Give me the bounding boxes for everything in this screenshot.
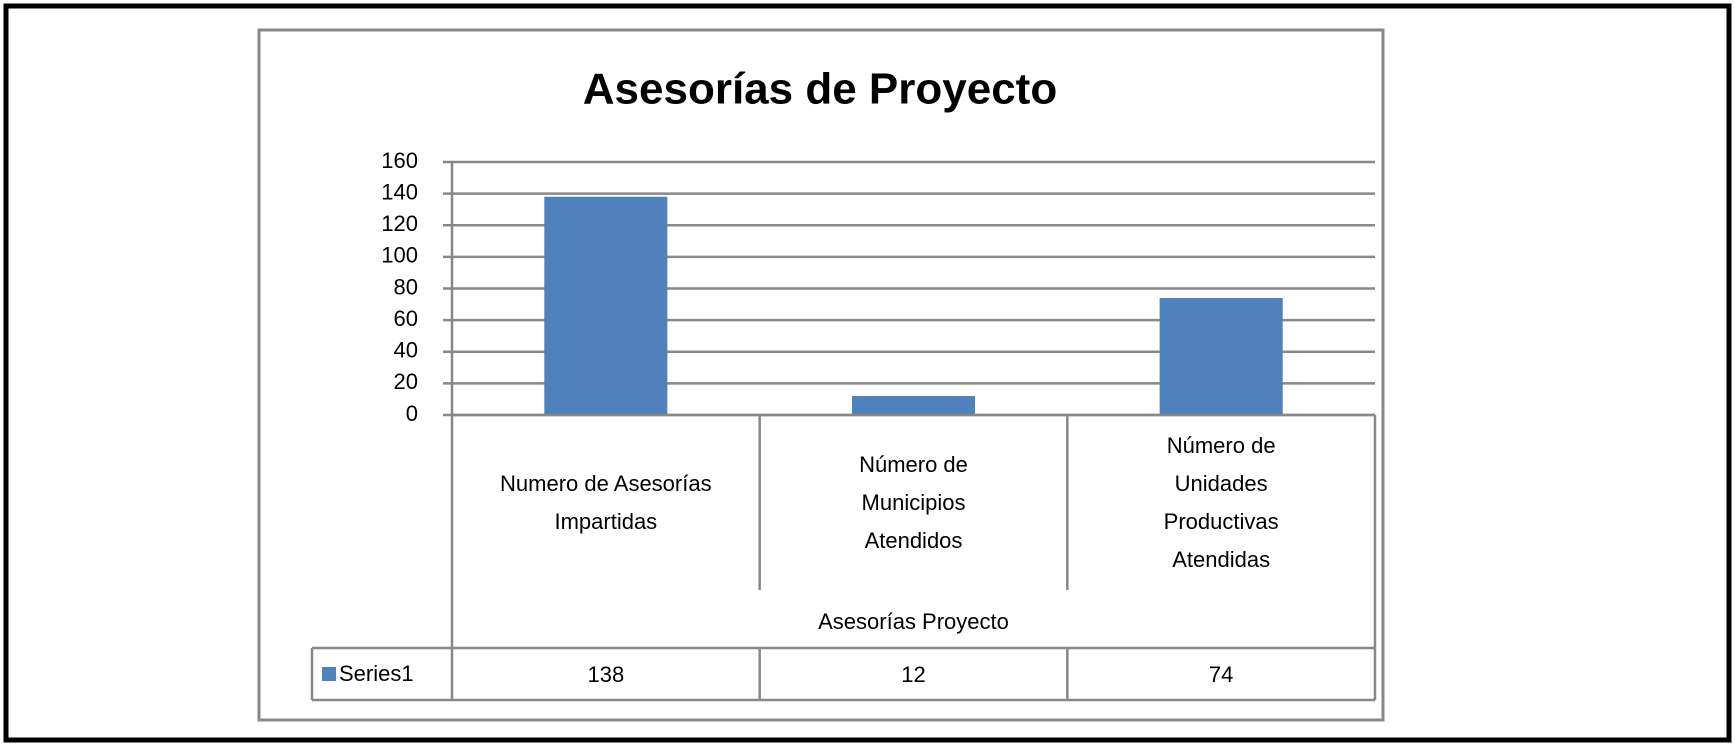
table-value: 12 — [901, 662, 925, 687]
outer-frame — [3, 3, 1732, 743]
y-tick-label: 120 — [381, 211, 418, 236]
y-tick-label: 160 — [381, 148, 418, 173]
x-tick-label: Número de Unidades Productivas Atendidas — [1163, 432, 1279, 572]
legend-label: Series1 — [339, 661, 414, 686]
y-tick-label: 100 — [381, 243, 418, 268]
chart-title: Asesorías de Proyecto — [583, 65, 1057, 114]
y-tick-label: 0 — [406, 401, 418, 426]
table-value: 74 — [1209, 662, 1233, 687]
y-tick-label: 40 — [394, 338, 418, 363]
bar — [851, 396, 976, 415]
x-tick-label-box: Número de Municipios Atendidos — [859, 451, 968, 553]
y-tick-label: 60 — [394, 306, 418, 331]
x-axis-label: Asesorías Proyecto — [818, 609, 1009, 634]
x-tick-label: Número de Municipios Atendidos — [859, 451, 968, 553]
table-value: 138 — [587, 662, 624, 687]
legend-swatch — [322, 667, 336, 681]
chart-frame — [257, 28, 1385, 722]
bar — [1159, 297, 1283, 415]
x-tick-label: Numero de Asesorías Impartidas — [500, 470, 712, 534]
x-tick-label-box: Número de Unidades Productivas Atendidas — [1163, 432, 1279, 572]
bar — [544, 196, 668, 415]
y-tick-label: 80 — [394, 274, 418, 299]
y-tick-label: 20 — [394, 369, 418, 394]
y-tick-label: 140 — [381, 179, 418, 204]
x-tick-label-box: Numero de Asesorías Impartidas — [500, 470, 712, 534]
